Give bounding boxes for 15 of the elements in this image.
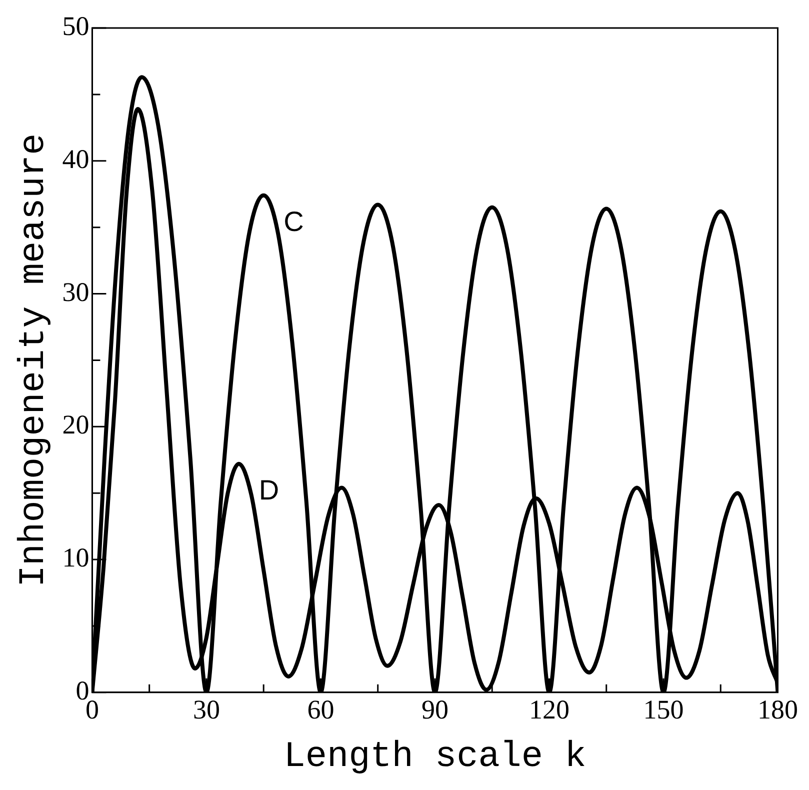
series-label: C	[284, 206, 304, 238]
y-tick-label: 30	[62, 276, 90, 307]
x-tick-label: 30	[192, 694, 220, 725]
x-tick-label: 60	[307, 694, 334, 725]
x-tick-label: 180	[758, 694, 798, 725]
y-tick-label: 20	[62, 410, 90, 440]
x-tick-label: 150	[643, 694, 684, 725]
series-label: D	[258, 474, 280, 506]
y-tick-label: 50	[62, 11, 90, 42]
y-axis-title: Inhomogeneity measure	[13, 133, 54, 588]
x-tick-label: 120	[528, 694, 570, 725]
y-tick-label: 40	[62, 144, 90, 174]
x-tick-label: 90	[421, 694, 448, 725]
x-axis-title: Length scale k	[284, 736, 586, 777]
y-tick-label: 10	[62, 542, 90, 573]
